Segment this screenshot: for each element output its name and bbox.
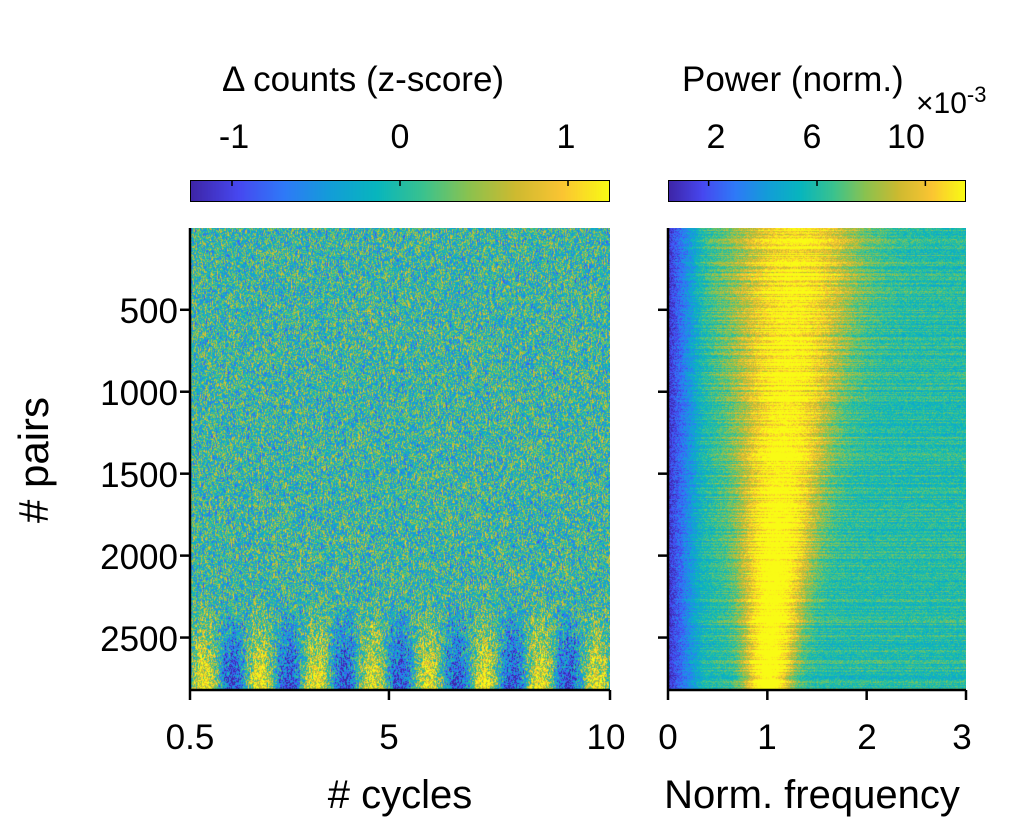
right-x-tick-label-3: 3 bbox=[952, 718, 972, 757]
right-colorbar-tick-0: 2 bbox=[706, 118, 726, 156]
left-colorbar-tick-2: 1 bbox=[556, 118, 576, 156]
left-colorbar-title: Δ counts (z-score) bbox=[222, 60, 505, 99]
right-colorbar-exponent-power: -3 bbox=[966, 82, 987, 107]
left-x-axis-label: # cycles bbox=[327, 773, 473, 817]
y-tick-label-500: 500 bbox=[119, 292, 178, 331]
right-x-tick-label-0: 0 bbox=[658, 718, 678, 757]
left-x-tick-label-0: 0.5 bbox=[165, 718, 215, 757]
right-x-axis-label: Norm. frequency bbox=[664, 773, 960, 817]
right-colorbar-title: Power (norm.) bbox=[682, 60, 904, 99]
y-tick-label-1000: 1000 bbox=[100, 374, 178, 413]
right-colorbar-exponent: ×10-3 bbox=[916, 82, 986, 121]
right-colorbar-exponent-base: ×10 bbox=[916, 87, 967, 120]
left-colorbar-tick-1: 0 bbox=[390, 118, 410, 156]
y-tick-label-2000: 2000 bbox=[100, 538, 178, 577]
left-colorbar-tick-0: -1 bbox=[218, 118, 250, 156]
y-tick-label-2500: 2500 bbox=[100, 620, 178, 659]
right-x-tick-label-1: 1 bbox=[757, 718, 777, 757]
right-colorbar-tick-2: 10 bbox=[887, 118, 925, 156]
left-heatmap bbox=[190, 228, 610, 690]
right-heatmap bbox=[668, 228, 966, 690]
y-axis-label: # pairs bbox=[10, 396, 57, 524]
y-tick-label-1500: 1500 bbox=[100, 456, 178, 495]
left-x-tick-label-2: 10 bbox=[586, 718, 626, 757]
right-x-tick-label-2: 2 bbox=[857, 718, 877, 757]
left-x-tick-label-1: 5 bbox=[379, 718, 399, 757]
right-colorbar-tick-1: 6 bbox=[802, 118, 822, 156]
